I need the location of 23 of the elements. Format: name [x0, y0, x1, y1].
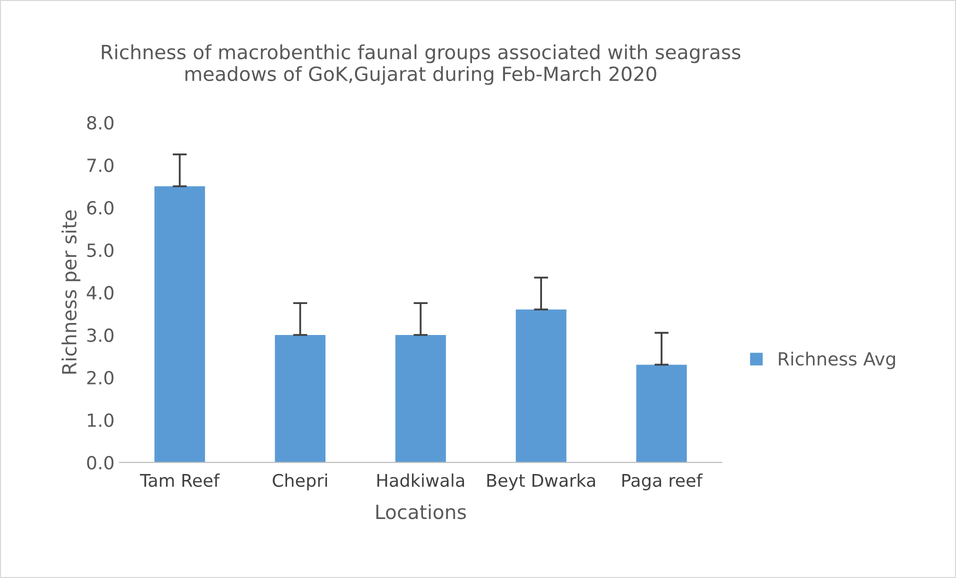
x-tick-label: Paga reef — [622, 474, 703, 490]
y-axis-title: Richness per site — [62, 210, 80, 374]
y-tick-label: 3.0 — [87, 328, 114, 342]
x-tick-label: Tam Reef — [140, 474, 220, 487]
bar — [516, 309, 566, 462]
y-tick-label: 5.0 — [87, 243, 114, 258]
y-tick-label: 2.0 — [87, 370, 114, 385]
y-tick-label: 0.0 — [87, 456, 114, 470]
bar — [154, 186, 206, 462]
x-tick-label: Hadkiwala — [377, 474, 464, 487]
legend-label: Richness Avg — [778, 352, 895, 370]
y-tick-label: 1.0 — [88, 413, 114, 428]
x-tick-label: Beyt Dwarka — [487, 474, 595, 490]
bar — [274, 334, 326, 462]
y-tick-label: 6.0 — [87, 200, 114, 215]
x-tick-label: Chepri — [272, 474, 327, 490]
y-tick-label: 4.0 — [86, 286, 114, 300]
y-tick-label: 7.0 — [87, 158, 114, 172]
bar — [636, 364, 687, 462]
x-axis-title: Locations — [376, 504, 466, 520]
bar — [395, 334, 446, 462]
y-tick-label: 8.0 — [87, 116, 114, 130]
chart-title: Richness of macrobenthic faunal groups associated with seagrass meadows of GoK,Gujarat during Feb-March 2020 — [102, 44, 740, 85]
